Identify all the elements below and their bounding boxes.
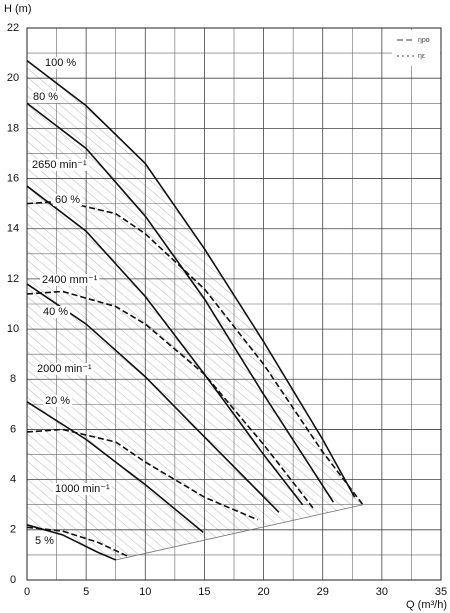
y-tick-label: 18 — [7, 122, 19, 134]
curve-label: 80 % — [33, 91, 58, 103]
curve — [26, 524, 117, 561]
y-tick-label: 16 — [7, 172, 19, 184]
x-tick-label: 5 — [83, 586, 89, 598]
curve-label: 5 % — [35, 535, 54, 547]
y-tick-label: 8 — [10, 373, 16, 385]
label-bg — [53, 194, 83, 206]
y-tick-label: 22 — [7, 22, 19, 34]
plot-frame — [26, 27, 442, 581]
legend-label: ηε — [418, 53, 425, 60]
label-bg — [43, 395, 73, 407]
label-bg — [30, 159, 89, 171]
y-tick-label: 0 — [10, 574, 16, 586]
label-bg — [33, 535, 56, 547]
legend-box — [392, 30, 440, 66]
curve-label: 1000 min⁻¹ — [55, 483, 110, 495]
label-bg — [31, 91, 61, 103]
y-tick-label: 12 — [7, 273, 19, 285]
x-tick-label: 10 — [139, 586, 151, 598]
y-tick-label: 20 — [7, 72, 19, 84]
x-axis-label: Q (m³/h) — [406, 599, 447, 611]
legend-label: ηpo — [418, 37, 430, 44]
x-tick-label: 0 — [24, 586, 30, 598]
curve — [26, 200, 364, 506]
curve — [26, 185, 304, 506]
x-tick-label: 30 — [376, 586, 388, 598]
y-tick-label: 10 — [7, 323, 19, 335]
label-bg — [53, 483, 112, 495]
curve-label: 20 % — [45, 395, 70, 407]
label-bg — [43, 57, 79, 69]
curve — [26, 428, 258, 521]
label-bg — [35, 363, 94, 375]
curve — [26, 401, 204, 533]
curve — [26, 526, 128, 557]
curve-label: 60 % — [55, 194, 80, 206]
y-tick-label: 4 — [10, 474, 16, 486]
curve-label: 2000 min⁻¹ — [37, 363, 92, 375]
y-tick-label: 6 — [10, 423, 16, 435]
x-tick-label: 20 — [257, 586, 269, 598]
envelope-line — [115, 504, 364, 561]
label-bg — [41, 306, 71, 318]
y-tick-label: 14 — [7, 223, 19, 235]
curve-label: 100 % — [45, 57, 76, 69]
y-tick-label: 2 — [10, 524, 16, 536]
curve — [26, 102, 335, 503]
curve-label: 2400 mm⁻¹ — [42, 274, 98, 286]
curve-label: 2650 min⁻¹ — [32, 159, 87, 171]
x-tick-label: 29 — [317, 586, 329, 598]
label-bg — [40, 274, 100, 286]
hatch-area — [27, 60, 363, 560]
x-tick-label: 35 — [435, 586, 447, 598]
x-tick-label: 15 — [198, 586, 210, 598]
curve-label: 40 % — [43, 306, 68, 318]
curve — [26, 59, 356, 498]
y-axis-label: H (m) — [4, 3, 32, 15]
